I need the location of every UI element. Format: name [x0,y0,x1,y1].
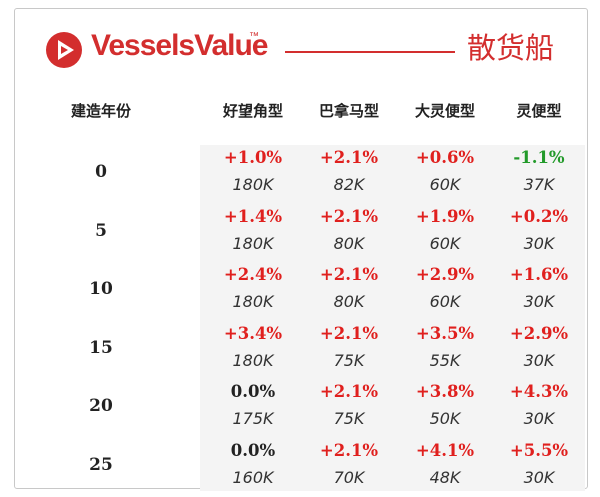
value-change-percent: +2.1% [319,206,379,226]
vessel-dwt-size: 75K [333,409,365,428]
vessel-dwt-size: 160K [232,467,274,487]
value-change-percent: +2.9% [415,265,475,284]
vessel-dwt-size: 82K [333,175,365,194]
value-change-percent: +2.1% [319,265,379,284]
vessel-dwt-size: 55K [429,350,461,370]
value-change-percent: +2.1% [319,440,379,460]
brand-name: VesselsValue [91,29,268,62]
column-header-supramax: 大灵便型 [414,102,475,120]
value-change-percent: +3.4% [223,323,283,343]
column-header-capesize: 好望角型 [222,102,283,120]
vessel-dwt-size: 80K [333,292,365,311]
table-row: 0 +1.0% 180K +2.1% 82K +0.6% 60K -1.1% 37K [15,143,587,201]
vessel-dwt-size: 50K [429,409,461,428]
value-change-percent: +0.6% [415,148,475,167]
vessel-dwt-size: 30K [523,409,555,428]
value-change-percent: +2.1% [319,148,379,167]
data-area-background [200,145,585,491]
build-age-cell: 0 [95,162,107,182]
table-row: 5 +1.4% 180K +2.1% 80K +1.9% 60K +0.2% 30K [15,202,587,260]
segment-title: 散货船 [467,31,555,65]
vessel-dwt-size: 75K [333,350,365,370]
value-change-percent: +2.4% [223,265,283,284]
vesselsvalue-logo-icon [46,32,82,68]
build-age-cell: 15 [89,337,113,358]
vessel-dwt-size: 48K [429,467,461,487]
table-row: 15 +3.4% 180K +2.1% 75K +3.5% 55K +2.9% 30K [15,319,587,377]
vessel-dwt-size: 30K [523,233,555,253]
value-change-percent: 0.0% [230,382,276,401]
value-change-percent: +4.3% [509,382,569,401]
value-change-percent: 0.0% [230,440,276,460]
build-age-cell: 20 [89,396,113,416]
vessel-dwt-size: 37K [523,175,555,194]
vessel-dwt-size: 80K [333,233,365,253]
header-rule [285,51,455,53]
vessel-dwt-size: 60K [429,175,461,194]
trademark-mark: ™ [249,31,259,42]
value-change-percent: -1.1% [513,148,565,167]
value-change-percent: +2.1% [319,323,379,343]
vessel-dwt-size: 60K [429,292,461,311]
value-change-percent: +2.9% [509,323,569,343]
table-row: 25 0.0% 160K +2.1% 70K +4.1% 48K +5.5% 30K [15,436,587,494]
build-age-cell: 25 [89,454,113,475]
value-change-percent: +1.9% [415,206,475,226]
vessel-dwt-size: 60K [429,233,461,253]
value-change-percent: +2.1% [319,382,379,401]
vessel-dwt-size: 30K [523,467,555,487]
vessel-dwt-size: 175K [232,409,274,428]
table-card: VesselsValue ™ 散货船 建造年份 好望角型 巴拿马型 大灵便型 灵… [14,8,588,491]
vessel-dwt-size: 30K [523,350,555,370]
age-column-header: 建造年份 [70,102,131,120]
vessel-dwt-size: 180K [232,233,274,253]
build-age-cell: 5 [95,220,107,241]
vessel-dwt-size: 180K [232,350,274,370]
value-change-percent: +1.0% [223,148,283,167]
value-change-percent: +4.1% [415,440,475,460]
value-change-percent: +0.2% [509,206,569,226]
vessel-dwt-size: 70K [333,467,365,487]
table-row: 20 0.0% 175K +2.1% 75K +3.8% 50K +4.3% 30K [15,377,587,435]
table-row: 10 +2.4% 180K +2.1% 80K +2.9% 60K +1.6% 30K [15,260,587,318]
column-header-handysize: 灵便型 [516,102,562,120]
value-change-percent: +1.6% [509,265,569,284]
vessel-dwt-size: 30K [523,292,555,311]
value-change-percent: +5.5% [509,440,569,460]
column-header-panamax: 巴拿马型 [318,102,379,120]
vessel-dwt-size: 180K [232,175,274,194]
value-change-percent: +1.4% [223,206,283,226]
build-age-cell: 10 [89,279,113,299]
vessel-dwt-size: 180K [232,292,274,311]
value-change-percent: +3.5% [415,323,475,343]
value-change-percent: +3.8% [415,382,475,401]
header: VesselsValue ™ 散货船 [15,9,587,89]
